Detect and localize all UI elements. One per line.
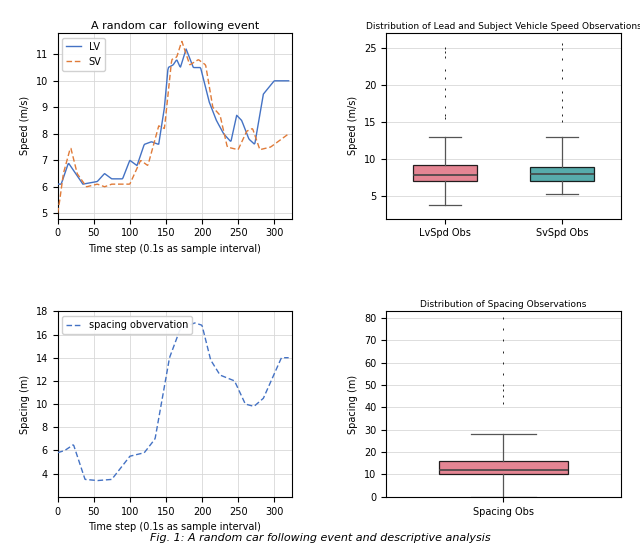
SV bbox=[199, 60, 207, 66]
PathPatch shape bbox=[439, 461, 568, 475]
SV bbox=[285, 130, 292, 137]
Text: Fig. 1: A random car following event and descriptive analysis: Fig. 1: A random car following event and… bbox=[150, 533, 490, 543]
Title: Distribution of Spacing Observations: Distribution of Spacing Observations bbox=[420, 300, 587, 309]
LV bbox=[60, 173, 68, 179]
Title: A random car  following event: A random car following event bbox=[91, 21, 259, 31]
SV bbox=[72, 165, 80, 172]
X-axis label: Time step (0.1s as sample interval): Time step (0.1s as sample interval) bbox=[88, 522, 261, 532]
spacing obvervation bbox=[80, 472, 88, 479]
Line: spacing obvervation: spacing obvervation bbox=[58, 323, 289, 481]
spacing obvervation bbox=[257, 397, 265, 404]
SV bbox=[60, 168, 68, 175]
X-axis label: Time step (0.1s as sample interval): Time step (0.1s as sample interval) bbox=[88, 244, 261, 254]
spacing obvervation bbox=[94, 477, 102, 484]
Legend: spacing obvervation: spacing obvervation bbox=[63, 316, 192, 334]
Y-axis label: Speed (m/s): Speed (m/s) bbox=[348, 96, 358, 156]
LV bbox=[277, 77, 285, 84]
LV bbox=[285, 77, 292, 84]
LV bbox=[182, 46, 190, 52]
spacing obvervation bbox=[285, 354, 292, 361]
Line: LV: LV bbox=[58, 49, 289, 184]
LV bbox=[54, 181, 61, 188]
PathPatch shape bbox=[413, 165, 477, 182]
PathPatch shape bbox=[530, 167, 595, 182]
LV bbox=[72, 171, 80, 177]
LV bbox=[80, 181, 88, 187]
Y-axis label: Speed (m/s): Speed (m/s) bbox=[20, 96, 30, 156]
Line: SV: SV bbox=[58, 41, 289, 213]
SV bbox=[277, 136, 285, 143]
spacing obvervation bbox=[191, 320, 198, 326]
SV bbox=[54, 210, 61, 216]
spacing obvervation bbox=[278, 354, 285, 361]
SV bbox=[80, 179, 88, 186]
spacing obvervation bbox=[200, 328, 207, 335]
spacing obvervation bbox=[60, 448, 68, 454]
SV bbox=[178, 38, 186, 45]
Legend: LV, SV: LV, SV bbox=[63, 38, 106, 71]
spacing obvervation bbox=[54, 449, 61, 456]
SV bbox=[257, 146, 264, 153]
LV bbox=[257, 107, 264, 114]
Y-axis label: Spacing (m): Spacing (m) bbox=[349, 374, 358, 434]
spacing obvervation bbox=[72, 448, 80, 455]
LV bbox=[199, 74, 207, 81]
Y-axis label: Spacing (m): Spacing (m) bbox=[20, 374, 30, 434]
Title: Distribution of Lead and Subject Vehicle Speed Observations: Distribution of Lead and Subject Vehicle… bbox=[365, 22, 640, 31]
